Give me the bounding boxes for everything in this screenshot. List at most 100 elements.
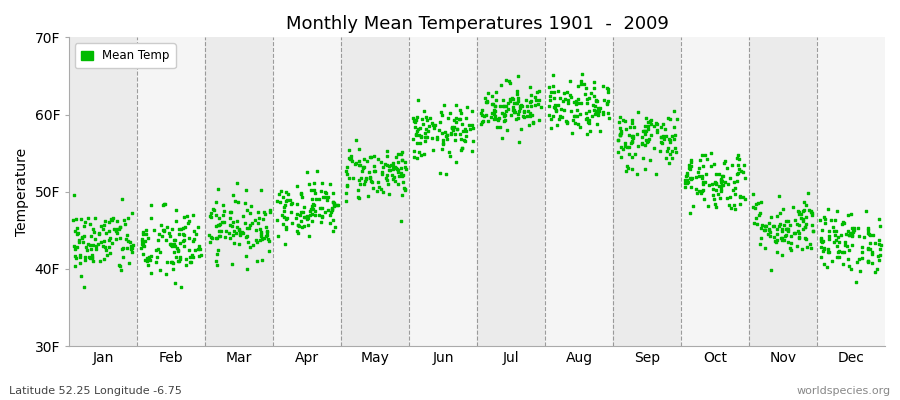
Mean Temp <box>244 203 258 210</box>
Mean Temp <box>136 229 150 236</box>
Mean Temp <box>393 164 408 171</box>
Mean Temp <box>318 189 332 195</box>
Mean Temp <box>169 217 184 224</box>
Mean Temp <box>167 243 182 249</box>
Mean Temp <box>775 252 789 258</box>
Mean Temp <box>166 260 180 266</box>
Mean Temp <box>664 132 679 139</box>
Mean Temp <box>720 181 734 188</box>
Mean Temp <box>486 101 500 108</box>
Mean Temp <box>684 159 698 165</box>
Mean Temp <box>715 177 729 184</box>
Mean Temp <box>484 100 499 107</box>
Mean Temp <box>390 166 404 172</box>
Mean Temp <box>589 97 603 104</box>
Mean Temp <box>695 175 709 181</box>
Mean Temp <box>499 107 513 114</box>
Mean Temp <box>92 231 106 238</box>
Mean Temp <box>297 214 311 220</box>
Mean Temp <box>284 197 298 203</box>
Mean Temp <box>600 98 615 104</box>
Mean Temp <box>780 239 795 245</box>
Mean Temp <box>681 179 696 185</box>
Mean Temp <box>171 248 185 254</box>
Mean Temp <box>248 227 263 233</box>
Mean Temp <box>513 103 527 109</box>
Mean Temp <box>770 237 785 243</box>
Mean Temp <box>503 97 517 104</box>
Mean Temp <box>613 132 627 138</box>
Mean Temp <box>792 208 806 215</box>
Mean Temp <box>203 213 218 219</box>
Mean Temp <box>391 169 405 175</box>
Mean Temp <box>297 223 311 229</box>
Mean Temp <box>509 100 524 106</box>
Mean Temp <box>617 118 632 124</box>
Mean Temp <box>375 189 390 196</box>
Mean Temp <box>510 87 525 94</box>
Mean Temp <box>872 237 886 244</box>
Mean Temp <box>542 84 556 90</box>
Mean Temp <box>685 175 699 181</box>
Mean Temp <box>406 136 420 142</box>
Mean Temp <box>254 233 268 239</box>
Mean Temp <box>356 164 370 171</box>
Mean Temp <box>75 233 89 240</box>
Mean Temp <box>276 194 291 200</box>
Mean Temp <box>712 183 726 189</box>
Mean Temp <box>169 206 184 213</box>
Mean Temp <box>758 245 772 251</box>
Mean Temp <box>734 168 749 175</box>
Mean Temp <box>560 119 574 125</box>
Mean Temp <box>97 238 112 244</box>
Mean Temp <box>113 267 128 274</box>
Mean Temp <box>174 284 188 290</box>
Mean Temp <box>158 201 172 208</box>
Mean Temp <box>280 214 294 221</box>
Mean Temp <box>767 234 781 241</box>
Mean Temp <box>634 134 649 140</box>
Mean Temp <box>738 175 752 182</box>
Mean Temp <box>156 227 170 233</box>
Mean Temp <box>732 166 746 172</box>
Mean Temp <box>591 112 606 118</box>
Mean Temp <box>498 117 512 124</box>
Mean Temp <box>799 214 814 220</box>
Mean Temp <box>683 174 698 181</box>
Mean Temp <box>420 128 435 134</box>
Mean Temp <box>692 188 706 194</box>
Mean Temp <box>562 96 576 103</box>
Mean Temp <box>840 243 854 249</box>
Mean Temp <box>560 89 574 96</box>
Mean Temp <box>359 175 374 181</box>
Mean Temp <box>699 156 714 162</box>
Mean Temp <box>491 116 505 122</box>
Mean Temp <box>690 168 705 175</box>
Mean Temp <box>208 223 222 229</box>
Mean Temp <box>278 201 293 208</box>
Mean Temp <box>291 221 305 228</box>
Mean Temp <box>710 191 724 197</box>
Mean Temp <box>581 120 596 126</box>
Mean Temp <box>704 150 718 156</box>
Mean Temp <box>578 91 592 97</box>
Mean Temp <box>246 242 260 249</box>
Mean Temp <box>665 154 680 161</box>
Mean Temp <box>323 180 338 187</box>
Mean Temp <box>757 227 771 233</box>
Mean Temp <box>71 230 86 236</box>
Mean Temp <box>777 236 791 243</box>
Mean Temp <box>182 235 196 241</box>
Mean Temp <box>459 132 473 139</box>
Mean Temp <box>508 116 523 122</box>
Mean Temp <box>233 232 248 238</box>
Mean Temp <box>94 223 109 229</box>
Mean Temp <box>417 108 431 114</box>
Mean Temp <box>387 174 401 181</box>
Mean Temp <box>446 124 460 131</box>
Mean Temp <box>625 138 639 144</box>
Mean Temp <box>304 186 319 193</box>
Mean Temp <box>409 132 423 138</box>
Mean Temp <box>162 233 176 239</box>
Mean Temp <box>76 223 91 230</box>
